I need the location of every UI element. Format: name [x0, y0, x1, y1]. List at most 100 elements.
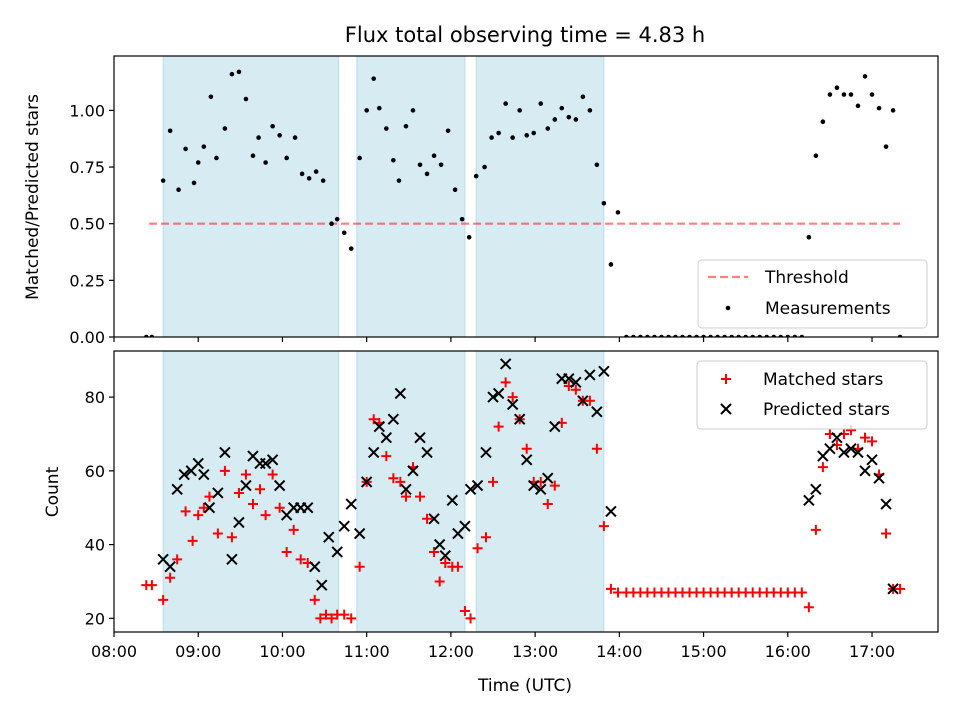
predicted-stars-point	[824, 443, 836, 455]
matched-stars-point	[881, 528, 892, 539]
matched-stars-point	[339, 609, 350, 620]
bottom-shaded-interval	[356, 351, 466, 632]
measurement-point	[417, 162, 423, 168]
measurement-point	[883, 144, 889, 149]
predicted-stars-point	[433, 538, 446, 551]
measurement-point	[482, 164, 487, 170]
top-shaded-interval	[475, 56, 605, 337]
matched-stars-point	[172, 554, 183, 565]
predicted-stars-point	[259, 457, 272, 470]
matched-stars-point	[415, 491, 426, 502]
predicted-stars-point	[273, 479, 286, 492]
measurement-point	[890, 108, 896, 113]
predicted-stars-point	[480, 446, 492, 459]
predicted-stars-point	[345, 498, 357, 510]
measurement-point	[855, 103, 861, 109]
predicted-stars-point	[309, 561, 321, 573]
predicted-stars-point	[563, 372, 575, 385]
measurement-point	[496, 130, 501, 136]
bottom-y-tick-label: 20	[85, 609, 105, 628]
predicted-stars-point	[570, 376, 582, 389]
matched-stars-point	[400, 491, 411, 502]
predicted-stars-point	[549, 420, 561, 433]
bottom-y-tick-label: 80	[85, 388, 105, 407]
top-panel: 0.00 0.25 0.50 0.75 1.00 Matched/Predicted s…	[23, 55, 939, 347]
top-y-axis: 0.00 0.25 0.50 0.75 1.00	[69, 101, 114, 347]
bottom-y-axis-label: Count	[43, 466, 63, 517]
x-tick-label: 16:00	[765, 642, 811, 661]
predicted-stars-point	[266, 454, 279, 466]
measurement-point	[524, 133, 530, 138]
x-tick-label: 10:00	[259, 642, 305, 661]
predicted-stars-point	[459, 520, 471, 532]
predicted-stars-point	[831, 431, 843, 444]
measurement-point	[201, 144, 207, 149]
predicted-stars-point	[178, 468, 190, 481]
predicted-stars-point	[164, 561, 176, 573]
predicted-stars-point	[506, 398, 519, 411]
predicted-stars-point	[803, 494, 815, 507]
measurement-point	[403, 123, 409, 129]
measurement-point	[277, 133, 282, 138]
measurement-point	[341, 230, 347, 236]
measurement-point	[559, 105, 565, 111]
matched-stars-point	[281, 546, 292, 557]
legend-measurements-label: Measurements	[765, 299, 891, 319]
predicted-stars-point	[331, 546, 343, 558]
top-y-tick-label: 0.50	[69, 215, 105, 234]
measurement-point	[445, 128, 451, 134]
measurement-point	[869, 92, 875, 97]
predicted-stars-point	[421, 446, 433, 459]
bottom-shaded-interval	[475, 351, 605, 632]
measurement-point	[566, 114, 572, 120]
measurement-point	[820, 119, 826, 125]
measurement-point	[827, 92, 833, 97]
matched-stars-point	[309, 594, 320, 605]
measurement-point	[424, 171, 430, 177]
matched-stars-point	[605, 583, 616, 594]
measurement-point	[270, 123, 275, 129]
predicted-stars-point	[845, 443, 857, 455]
predicted-stars-point	[464, 483, 477, 495]
matched-stars-point	[388, 473, 399, 484]
matched-stars-point	[521, 443, 532, 454]
predicted-stars-point	[859, 465, 871, 477]
matched-stars-point	[598, 521, 609, 532]
predicted-stars-point	[577, 395, 589, 407]
matched-stars-point	[254, 484, 265, 495]
legend-matched-label: Matched stars	[763, 370, 883, 390]
measurement-point	[473, 173, 479, 179]
predicted-stars-point	[226, 553, 238, 566]
x-tick-label: 13:00	[512, 642, 558, 661]
legend-predicted-label: Predicted stars	[763, 400, 890, 420]
measurement-point	[531, 130, 537, 136]
matched-stars-point	[326, 613, 337, 624]
matched-stars-point	[260, 510, 271, 521]
matched-stars-point	[810, 524, 821, 535]
measurement-point	[545, 126, 551, 131]
predicted-stars-point	[873, 472, 885, 484]
measurement-point	[538, 101, 544, 106]
matched-stars-point	[570, 384, 581, 395]
top-plot-frame	[113, 55, 939, 338]
measurement-point	[876, 105, 882, 111]
measurement-point	[510, 135, 515, 140]
matched-stars-point	[158, 594, 169, 605]
predicted-stars-point	[591, 406, 603, 418]
measurement-point	[813, 153, 819, 159]
legend-threshold-label: Threshold	[764, 268, 849, 288]
matched-stars-point	[274, 502, 285, 513]
top-shaded-interval	[162, 56, 340, 337]
measurement-point	[214, 155, 219, 161]
predicted-stars-point	[492, 387, 505, 400]
measurement-point	[466, 234, 472, 240]
measurement-point	[841, 92, 847, 97]
matched-stars-point	[267, 469, 278, 480]
predicted-stars-point	[233, 516, 245, 529]
measurement-point	[306, 176, 312, 181]
matched-stars-point	[488, 476, 499, 487]
matched-stars-point	[480, 532, 491, 543]
matched-stars-point	[226, 532, 237, 543]
matched-stars-point	[429, 546, 440, 557]
